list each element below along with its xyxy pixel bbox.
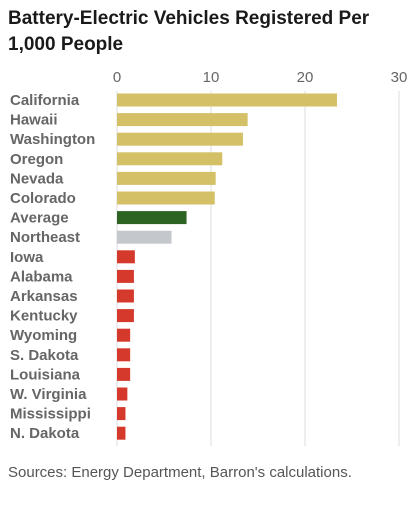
category-label: Iowa bbox=[10, 249, 44, 266]
category-label: Hawaii bbox=[10, 112, 58, 129]
grid-lines bbox=[116, 91, 400, 446]
category-label: Northeast bbox=[10, 229, 80, 246]
bar bbox=[117, 191, 215, 205]
x-tick-label: 0 bbox=[113, 69, 121, 86]
category-label: Arkansas bbox=[10, 288, 78, 305]
bar bbox=[117, 93, 337, 107]
bar bbox=[117, 250, 135, 264]
bar bbox=[117, 152, 223, 166]
bar bbox=[117, 387, 128, 401]
bar bbox=[117, 171, 216, 185]
category-label: Kentucky bbox=[10, 308, 78, 325]
category-label: Colorado bbox=[10, 190, 76, 207]
x-tick-label: 20 bbox=[297, 69, 314, 86]
x-tick-label: 30 bbox=[391, 69, 408, 86]
bar bbox=[117, 309, 134, 323]
category-label: Oregon bbox=[10, 151, 63, 168]
category-label: Louisiana bbox=[10, 366, 81, 383]
category-label: N. Dakota bbox=[10, 425, 80, 442]
x-axis-ticks: 0 10 20 30 bbox=[113, 69, 408, 86]
category-label: Mississippi bbox=[10, 406, 91, 423]
bar bbox=[117, 269, 134, 283]
bar bbox=[117, 328, 131, 342]
category-label: W. Virginia bbox=[10, 386, 87, 403]
category-label: S. Dakota bbox=[10, 347, 79, 364]
bar bbox=[117, 289, 134, 303]
category-label: Alabama bbox=[10, 268, 73, 285]
bar bbox=[117, 132, 243, 146]
category-label: Washington bbox=[10, 131, 95, 148]
source-note: Sources: Energy Department, Barron's cal… bbox=[8, 464, 352, 481]
chart-title: Battery-Electric Vehicles Registered Per… bbox=[8, 8, 370, 55]
category-label: Nevada bbox=[10, 170, 64, 187]
bar bbox=[117, 426, 126, 440]
x-tick-label: 10 bbox=[203, 69, 220, 86]
category-label: Average bbox=[10, 210, 69, 227]
bar bbox=[117, 348, 131, 362]
category-label: California bbox=[10, 92, 80, 109]
bar bbox=[117, 407, 126, 421]
bar bbox=[117, 211, 187, 225]
category-label: Wyoming bbox=[10, 327, 77, 344]
category-labels: California Hawaii Washington Oregon Nevada Co… bbox=[10, 92, 95, 442]
bar bbox=[117, 230, 172, 244]
bar bbox=[117, 113, 248, 127]
bar bbox=[117, 367, 131, 381]
bars bbox=[117, 93, 337, 440]
